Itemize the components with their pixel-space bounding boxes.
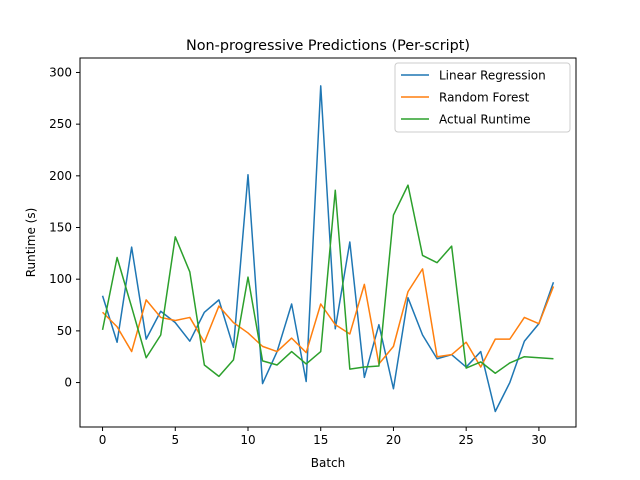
- axes-frame: [79, 57, 577, 428]
- x-tick-label: 25: [459, 433, 474, 447]
- legend-label-1: Random Forest: [439, 91, 530, 105]
- y-tick-label: 200: [49, 169, 72, 183]
- x-tick-label: 10: [240, 433, 255, 447]
- x-axis: 0 5 10 15 20 25 30: [99, 427, 547, 447]
- x-tick-label: 0: [99, 433, 107, 447]
- y-axis-label: Runtime (s): [24, 208, 38, 278]
- y-tick-label: 0: [64, 376, 72, 390]
- y-tick-label: 250: [49, 117, 72, 131]
- y-tick-label: 50: [57, 324, 72, 338]
- legend-label-2: Actual Runtime: [439, 113, 531, 127]
- y-tick-label: 100: [49, 272, 72, 286]
- legend: Linear Regression Random Forest Actual Run…: [394, 62, 571, 133]
- y-axis: 0 50 100 150 200 250 300: [49, 65, 80, 390]
- y-tick-label: 150: [49, 221, 72, 235]
- chart-title: Non-progressive Predictions (Per-script): [186, 38, 470, 54]
- legend-box: [394, 62, 571, 133]
- series-line-0: [101, 85, 555, 413]
- x-axis-label: Batch: [311, 456, 346, 470]
- series-lines: [101, 85, 555, 413]
- y-tick-label: 300: [49, 65, 72, 79]
- x-tick-label: 15: [313, 433, 328, 447]
- x-tick-label: 30: [531, 433, 546, 447]
- legend-label-0: Linear Regression: [439, 69, 546, 83]
- series-line-2: [101, 184, 554, 378]
- x-tick-label: 5: [171, 433, 179, 447]
- plot-area: [79, 57, 577, 428]
- x-tick-label: 20: [386, 433, 401, 447]
